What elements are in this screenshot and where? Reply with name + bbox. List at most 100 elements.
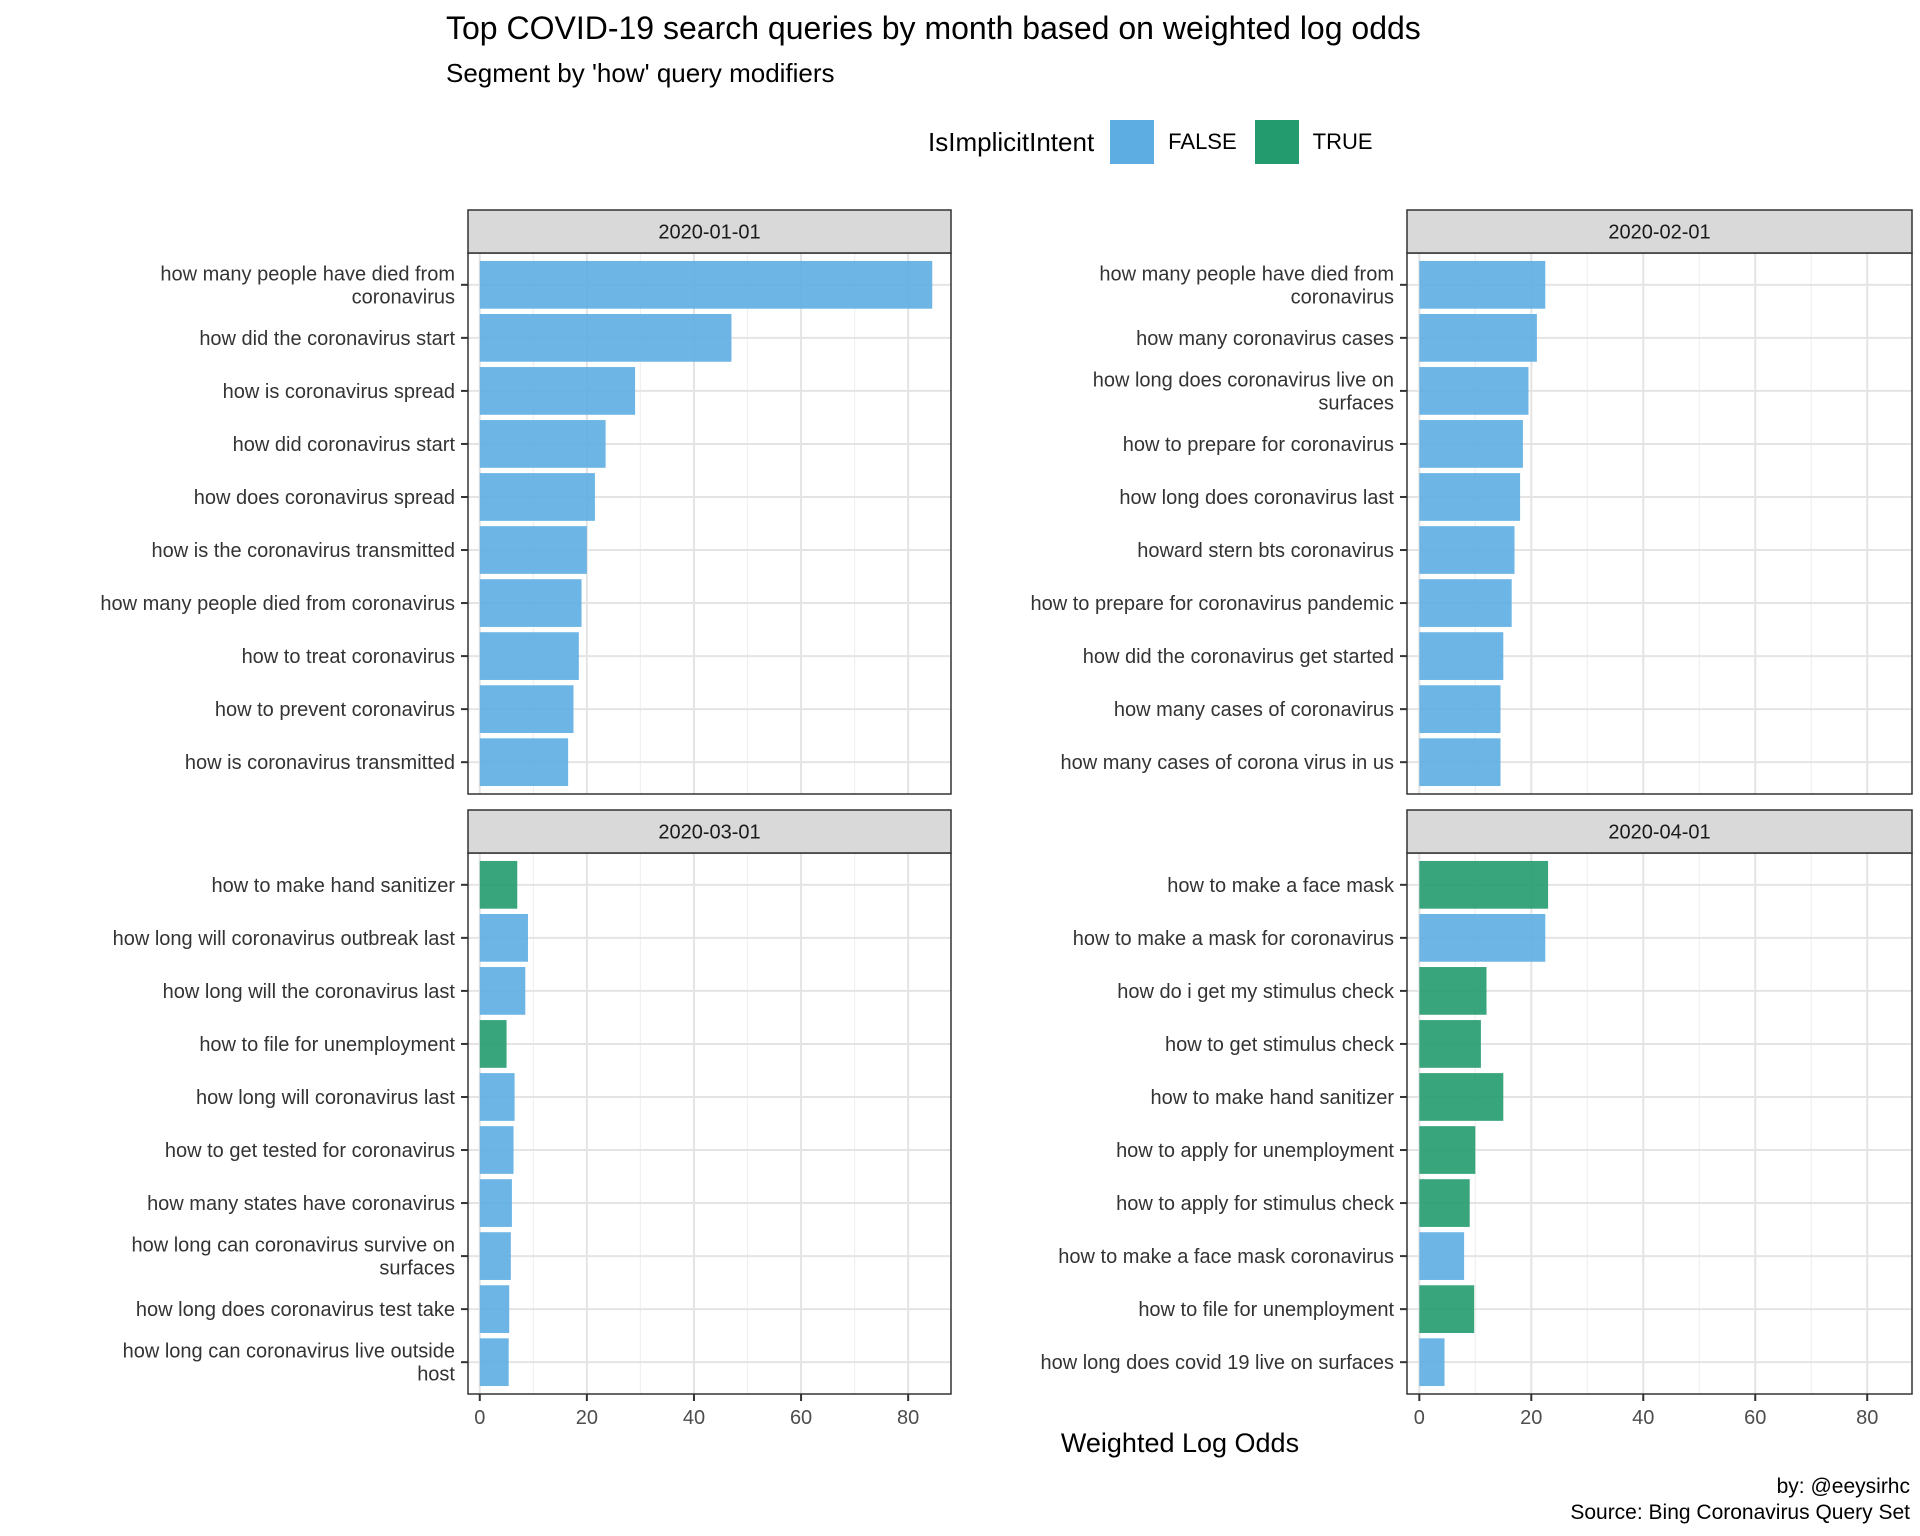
legend-key-false [1110, 120, 1155, 164]
bar [1419, 1179, 1470, 1227]
facet-strip [467, 809, 952, 854]
facet-panel: how many people have died from coronaviru… [100, 209, 952, 795]
y-tick-label: how to make hand sanitizer [212, 875, 456, 897]
y-tick-label-line: how long does coronavirus test take [136, 1299, 455, 1321]
y-tick-label: how long will coronavirus last [196, 1087, 455, 1109]
y-tick-label: how is coronavirus spread [223, 381, 455, 403]
bar [1419, 1020, 1481, 1068]
x-tick-label: 80 [897, 1407, 919, 1429]
bar [1419, 913, 1546, 962]
x-tick-label: 0 [1414, 1407, 1425, 1429]
y-tick-label: how long does coronavirus live on surface… [1093, 369, 1394, 414]
bar [1419, 313, 1537, 362]
bar [479, 685, 574, 734]
bar [479, 967, 526, 1015]
y-tick-label: how to get tested for coronavirus [165, 1140, 455, 1162]
bar [1419, 685, 1501, 734]
bar [479, 1126, 514, 1174]
bar [479, 1179, 512, 1227]
facet-strip-label: 2020-02-01 [1608, 222, 1710, 244]
x-axis-label: Weighted Log Odds [1060, 1428, 1300, 1458]
y-tick-label-line: how to file for unemployment [1138, 1299, 1394, 1321]
bar [1419, 579, 1512, 627]
y-tick-label: how to get stimulus check [1165, 1034, 1395, 1056]
y-tick-label: how to make a face mask [1167, 875, 1395, 897]
bar [479, 260, 933, 309]
y-tick-label: how long does covid 19 live on surfaces [1040, 1352, 1394, 1374]
facet-panel: how many people have died from coronaviru… [1030, 209, 1913, 795]
bar [479, 1338, 509, 1387]
bar [1419, 1126, 1476, 1174]
y-tick-label-line: host [417, 1364, 455, 1386]
y-tick-label: how does coronavirus spread [194, 487, 455, 509]
bar [1419, 632, 1504, 680]
y-tick-label-line: howard stern bts coronavirus [1137, 540, 1394, 562]
y-tick-label-line: how long does coronavirus last [1119, 487, 1394, 509]
legend-label-false: FALSE [1168, 129, 1237, 154]
y-tick-label-line: how did the coronavirus get started [1083, 646, 1394, 668]
bar [1419, 367, 1529, 415]
y-tick-label: how long will the coronavirus last [163, 981, 456, 1003]
facet-strip-label: 2020-01-01 [658, 222, 760, 244]
bar [479, 1285, 510, 1334]
x-tick-label: 40 [1632, 1407, 1654, 1429]
facet-strip-label: 2020-03-01 [658, 822, 760, 844]
y-tick-label: how did coronavirus start [233, 434, 456, 456]
bar [1419, 1285, 1475, 1334]
bar [1419, 1338, 1445, 1387]
caption-author: by: @eeysirhc [1776, 1475, 1910, 1498]
y-tick-label: how did the coronavirus start [199, 328, 455, 350]
y-tick-label-line: how many people have died from [160, 263, 455, 285]
bar [1419, 738, 1501, 787]
y-tick-label: how long does coronavirus test take [136, 1299, 455, 1321]
bar [1419, 420, 1523, 468]
y-tick-label-line: how to make hand sanitizer [212, 875, 456, 897]
panel-background [468, 853, 951, 1394]
bar [479, 1232, 511, 1280]
y-tick-label-line: how to treat coronavirus [242, 646, 455, 668]
y-tick-label: how to file for unemployment [199, 1034, 455, 1056]
y-tick-label-line: surfaces [379, 1258, 455, 1280]
y-tick-label-line: how long will the coronavirus last [163, 981, 456, 1003]
legend-key-true [1254, 120, 1299, 164]
y-tick-label: how to make a face mask coronavirus [1058, 1246, 1394, 1268]
y-tick-label-line: how long does covid 19 live on surfaces [1040, 1352, 1394, 1374]
y-tick-label: how did the coronavirus get started [1083, 646, 1394, 668]
y-tick-label: how many coronavirus cases [1136, 328, 1394, 350]
y-tick-label: how to prevent coronavirus [215, 699, 455, 721]
caption-source: Source: Bing Coronavirus Query Set [1570, 1501, 1910, 1524]
bar [479, 1073, 515, 1121]
bar [479, 526, 587, 574]
bar [479, 313, 732, 362]
y-tick-label: how to treat coronavirus [242, 646, 455, 668]
facet-strip [467, 209, 952, 254]
y-tick-label: how long will coronavirus outbreak last [113, 928, 456, 950]
y-tick-label-line: how to prepare for coronavirus [1123, 434, 1394, 456]
x-tick-label: 80 [1856, 1407, 1878, 1429]
bar [479, 913, 528, 962]
y-tick-label-line: how did the coronavirus start [199, 328, 455, 350]
x-tick-label: 20 [576, 1407, 598, 1429]
y-tick-label: how to apply for unemployment [1116, 1140, 1394, 1162]
bar [479, 579, 582, 627]
x-tick-label: 40 [683, 1407, 705, 1429]
y-tick-label-line: how many states have coronavirus [147, 1193, 455, 1215]
y-tick-label-line: coronavirus [352, 286, 455, 308]
bar [1419, 260, 1546, 309]
y-tick-label-line: how to make a face mask coronavirus [1058, 1246, 1394, 1268]
x-tick-label: 20 [1520, 1407, 1542, 1429]
y-tick-label-line: how does coronavirus spread [194, 487, 455, 509]
bar [479, 1020, 507, 1068]
bar [479, 473, 595, 521]
y-tick-label-line: coronavirus [1291, 286, 1394, 308]
y-tick-label: howard stern bts coronavirus [1137, 540, 1394, 562]
y-tick-label-line: surfaces [1318, 392, 1394, 414]
chart-title: Top COVID-19 search queries by month bas… [446, 10, 1421, 46]
y-tick-label: how to file for unemployment [1138, 1299, 1394, 1321]
facet-strip [1406, 209, 1913, 254]
bar [1419, 967, 1487, 1015]
bar [479, 632, 579, 680]
legend-item-false: FALSE [1110, 120, 1237, 164]
y-tick-label-line: how to file for unemployment [199, 1034, 455, 1056]
